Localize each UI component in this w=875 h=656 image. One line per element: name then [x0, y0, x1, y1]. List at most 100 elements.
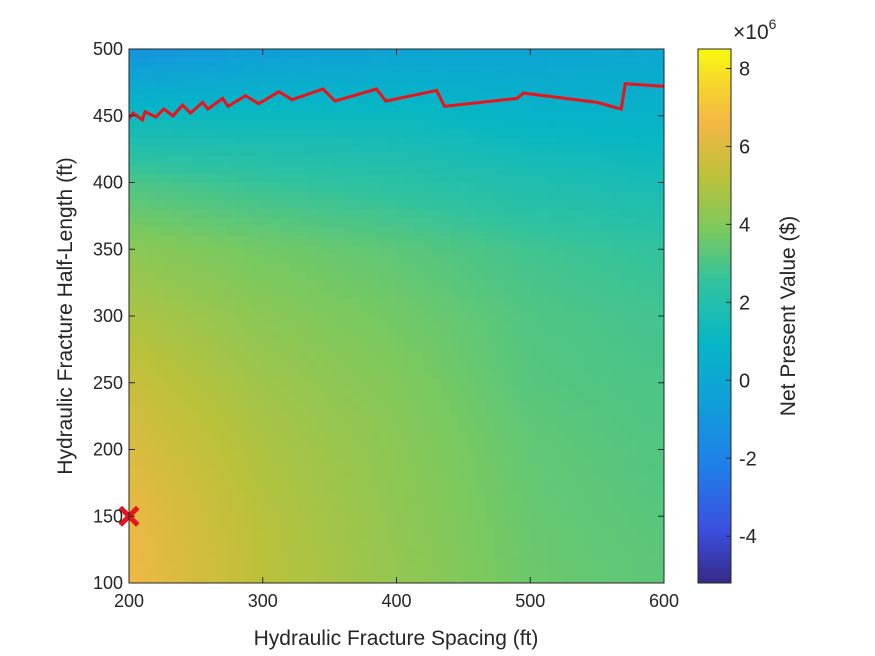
- heatmap-cell: [628, 449, 638, 459]
- heatmap-cell: [387, 413, 398, 424]
- heatmap-cell: [307, 102, 317, 112]
- heatmap-cell: [458, 271, 469, 281]
- heatmap-cell: [325, 289, 335, 299]
- heatmap-cell: [343, 200, 353, 210]
- heatmap-cell: [227, 565, 237, 575]
- heatmap-cell: [307, 324, 317, 335]
- heatmap-cell: [467, 173, 478, 184]
- heatmap-cell: [236, 449, 246, 459]
- heatmap-cell: [565, 111, 576, 121]
- heatmap-cell: [619, 191, 629, 201]
- heatmap-cell: [592, 449, 603, 459]
- heatmap-cell: [512, 342, 522, 353]
- heatmap-cell: [414, 66, 424, 77]
- heatmap-cell: [351, 422, 362, 433]
- heatmap-cell: [387, 164, 398, 175]
- heatmap-cell: [387, 209, 398, 219]
- heatmap-cell: [512, 485, 522, 495]
- heatmap-cell: [583, 316, 594, 326]
- heatmap-cell: [182, 565, 193, 575]
- heatmap-cell: [351, 307, 362, 317]
- heatmap-cell: [378, 342, 389, 353]
- heatmap-cell: [137, 396, 148, 406]
- heatmap-cell: [432, 244, 442, 255]
- heatmap-cell: [396, 351, 407, 362]
- heatmap-cell: [405, 307, 415, 317]
- heatmap-cell: [289, 146, 300, 157]
- heatmap-cell: [289, 111, 300, 121]
- heatmap-cell: [619, 511, 629, 522]
- heatmap-cell: [476, 191, 487, 201]
- heatmap-cell: [637, 485, 647, 495]
- heatmap-cell: [432, 227, 442, 237]
- heatmap-cell: [325, 280, 335, 290]
- heatmap-cell: [155, 360, 166, 370]
- heatmap-cell: [298, 155, 308, 166]
- heatmap-cell: [476, 360, 487, 370]
- heatmap-cell: [307, 129, 317, 139]
- heatmap-cell: [173, 120, 184, 130]
- heatmap-cell: [173, 529, 184, 540]
- heatmap-cell: [494, 129, 505, 139]
- heatmap-cell: [512, 351, 522, 362]
- heatmap-cell: [271, 93, 282, 103]
- heatmap-cell: [396, 494, 407, 504]
- heatmap-cell: [244, 405, 255, 415]
- heatmap-cell: [450, 351, 460, 362]
- heatmap-cell: [583, 494, 594, 504]
- heatmap-cell: [405, 520, 415, 531]
- heatmap-cell: [601, 182, 612, 192]
- heatmap-cell: [271, 271, 282, 281]
- heatmap-cell: [592, 360, 603, 370]
- heatmap-cell: [467, 57, 478, 68]
- heatmap-cell: [146, 476, 157, 486]
- heatmap-cell: [307, 574, 317, 583]
- heatmap-cell: [360, 244, 371, 255]
- heatmap-cell: [334, 387, 344, 397]
- heatmap-cell: [289, 547, 300, 557]
- heatmap-cell: [646, 129, 656, 139]
- heatmap-cell: [155, 422, 166, 433]
- heatmap-cell: [574, 191, 585, 201]
- heatmap-cell: [441, 449, 451, 459]
- heatmap-cell: [253, 262, 264, 273]
- heatmap-cell: [209, 405, 219, 415]
- heatmap-cell: [485, 360, 496, 370]
- heatmap-cell: [610, 253, 621, 264]
- heatmap-cell: [209, 218, 219, 228]
- heatmap-cell: [565, 538, 576, 548]
- heatmap-cell: [450, 146, 460, 157]
- heatmap-cell: [485, 333, 496, 344]
- heatmap-cell: [218, 102, 228, 112]
- heatmap-cell: [262, 227, 273, 237]
- heatmap-cell: [129, 538, 139, 548]
- heatmap-cell: [619, 129, 629, 139]
- heatmap-cell: [173, 244, 184, 255]
- heatmap-cell: [485, 244, 496, 255]
- heatmap-cell: [610, 316, 621, 326]
- heatmap-cell: [503, 111, 514, 121]
- heatmap-cell: [592, 485, 603, 495]
- heatmap-cell: [601, 262, 612, 273]
- heatmap-cell: [655, 502, 664, 513]
- heatmap-cell: [432, 289, 442, 299]
- heatmap-cell: [387, 529, 398, 540]
- heatmap-cell: [334, 396, 344, 406]
- heatmap-cell: [129, 280, 139, 290]
- heatmap-cell: [289, 369, 300, 379]
- heatmap-cell: [414, 209, 424, 219]
- heatmap-cell: [655, 280, 664, 290]
- heatmap-cell: [396, 191, 407, 201]
- heatmap-cell: [298, 494, 308, 504]
- heatmap-cell: [619, 485, 629, 495]
- heatmap-cell: [467, 262, 478, 273]
- heatmap-cell: [173, 289, 184, 299]
- heatmap-cell: [494, 316, 505, 326]
- heatmap-cell: [521, 200, 531, 210]
- heatmap-cell: [583, 422, 594, 433]
- heatmap-cell: [218, 138, 228, 148]
- heatmap-cell: [601, 84, 612, 95]
- heatmap-cell: [369, 494, 380, 504]
- heatmap-cell: [271, 164, 282, 175]
